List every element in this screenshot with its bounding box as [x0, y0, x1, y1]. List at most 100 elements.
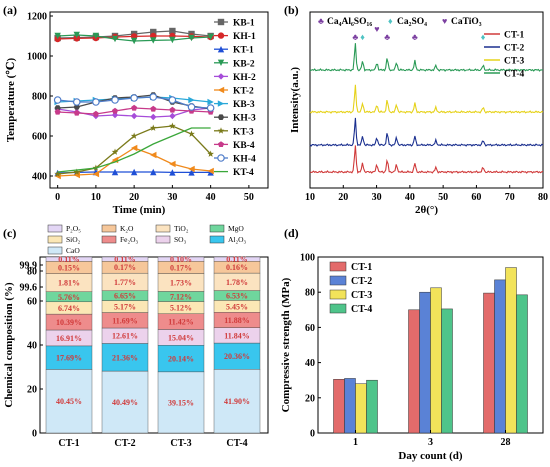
panel-b-phase-marker: ♣	[384, 32, 390, 42]
panel-a-ylabel: Temperature (℃)	[5, 57, 17, 142]
panel-d-xtick-label: 28	[501, 437, 511, 448]
panel-c-legend-swatch	[101, 224, 117, 233]
panel-a-legend-label: KB-4	[233, 141, 255, 151]
panel-d-bar	[505, 267, 517, 434]
panel-a-point	[130, 37, 138, 45]
panel-d-bar	[333, 379, 345, 434]
panel-a-point	[149, 124, 157, 131]
panel-a-point	[150, 168, 157, 176]
panel-c-bar-segment	[213, 256, 261, 262]
panel-b-pattern-line	[309, 145, 544, 174]
panel-d-ytick-label: 0	[310, 429, 315, 440]
panel-c-bar-label: 6.65%	[114, 292, 136, 301]
panel-c-bar-label: 0.16%	[226, 263, 248, 272]
panel-c-bar-label: 20.14%	[168, 355, 194, 364]
panel-a-letter: (a)	[3, 3, 17, 17]
panel-c-bar-segment	[101, 370, 149, 434]
panel-b-xtick-label: 70	[505, 192, 515, 203]
panel-c-ytick-label: 60	[27, 297, 37, 308]
panel-c-bar-segment	[45, 256, 93, 262]
panel-c-bar-label: 21.36%	[112, 353, 138, 362]
panel-b-phase-marker: ♥	[374, 24, 379, 34]
panel-a-point	[169, 122, 176, 129]
panel-c-bar-label: 16.91%	[56, 334, 82, 343]
panel-c-bar-label: 39.15%	[168, 398, 194, 407]
panel-a-point	[188, 130, 195, 137]
panel-c-legend-label: TiO₂	[174, 224, 189, 233]
panel-d-ytick-label: 60	[305, 323, 315, 334]
panel-a-point	[207, 150, 214, 157]
panel-a-legend-label: KH-2	[233, 73, 256, 83]
panel-c-legend-swatch	[209, 235, 225, 244]
panel-c-ytick-label: 20	[27, 385, 37, 396]
panel-a-point	[130, 144, 138, 152]
panel-d-legend-label: CT-1	[351, 262, 372, 273]
panel-c-bar-label: 6.74%	[58, 304, 80, 313]
panel-d-bar	[419, 291, 431, 434]
panel-a-point	[130, 112, 138, 120]
panel-d-letter: (d)	[284, 226, 299, 240]
panel-c-legend-label: Al₂O₃	[228, 235, 247, 244]
panel-a-point	[111, 168, 119, 176]
panel-c-bar-label: 1.81%	[58, 279, 80, 288]
panel-a-point	[168, 96, 177, 104]
panel-d-bar	[483, 292, 495, 434]
panel-d-xtick-label: 3	[428, 437, 433, 448]
panel-c-bar-label: 6.53%	[226, 291, 248, 300]
panel-a-ytick-label: 600	[32, 132, 47, 143]
panel-a-xtick-label: 40	[206, 192, 216, 203]
panel-a-point	[73, 35, 80, 42]
panel-a-point	[207, 167, 214, 175]
panel-c-bar-label: 17.69%	[56, 354, 82, 363]
panel-c-bar-label: 5.17%	[114, 303, 136, 312]
panel-c-legend-label: SiO₂	[66, 235, 81, 244]
panel-a-point	[111, 148, 119, 155]
panel-b-phase-marker: ♣	[412, 32, 418, 42]
panel-b-phase-label: Ca₄Al₆SO₁₆	[327, 17, 372, 27]
panel-b-phase-symbol: ♣	[318, 16, 324, 26]
panel-a-point	[54, 170, 61, 177]
panel-c-bar-label: 0.17%	[170, 263, 192, 272]
panel-a-point	[169, 169, 176, 176]
panel-c-legend-label: MgO	[228, 224, 244, 233]
panel-a-point	[188, 96, 195, 104]
panel-a-legend-label: KB-3	[233, 100, 255, 110]
panel-c-bar-label: 1.73%	[170, 278, 192, 287]
panel-a-point	[130, 132, 138, 139]
panel-b-legend-label: CT-4	[504, 70, 524, 80]
panel-b-ylabel: Intensity(a.u.)	[289, 67, 301, 133]
panel-a-legend-label: KB-1	[233, 19, 255, 29]
panel-a-legend-marker	[217, 32, 225, 39]
panel-a-point	[73, 109, 80, 116]
panel-a-legend-label: KT-2	[233, 87, 254, 97]
panel-b-phase-symbol: ♥	[442, 16, 447, 26]
panel-a-point	[92, 110, 99, 117]
panel-d-legend-label: CT-2	[351, 276, 372, 287]
panel-b-frame	[309, 11, 544, 189]
panel-c-letter: (c)	[3, 226, 16, 240]
panel-a-point	[150, 151, 157, 159]
panel-b-xtick-label: 80	[538, 192, 548, 203]
panel-a-xtick-label: 50	[244, 192, 254, 203]
panel-a-point	[130, 94, 138, 102]
panel-a-legend-marker	[217, 154, 225, 162]
panel-a-point	[187, 103, 196, 111]
panel-a-point	[188, 34, 195, 42]
panel-c-bar-label: 0.17%	[114, 263, 136, 272]
panel-a-point	[54, 105, 61, 111]
panel-c-bar-segment	[157, 256, 205, 262]
panel-a-point	[150, 105, 157, 112]
panel-c-bar-label: 0.11%	[226, 255, 248, 264]
panel-c-bar-segment	[157, 345, 205, 373]
panel-c-legend-label: P₂O₅	[66, 224, 81, 233]
panel-d-ytick-label: 80	[305, 288, 315, 299]
panel-a-legend-label: KH-1	[233, 32, 256, 42]
panel-a-point	[169, 160, 176, 168]
panel-a-point	[207, 98, 214, 106]
panel-a-point	[207, 33, 214, 41]
panel-d-bar	[494, 279, 506, 434]
panel-b-phase-marker: ♦	[481, 32, 486, 42]
panel-b-phase-marker: ♣	[352, 32, 358, 42]
panel-d-ytick-label: 100	[300, 253, 315, 264]
